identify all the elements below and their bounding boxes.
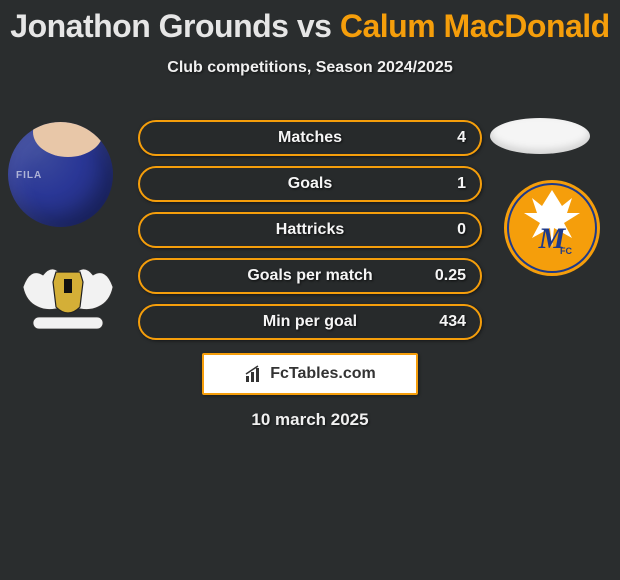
stat-label: Min per goal: [263, 313, 357, 331]
player2-name: Calum MacDonald: [340, 8, 610, 44]
player2-club-crest: M FC: [502, 178, 602, 278]
player1-name: Jonathon Grounds: [10, 8, 288, 44]
stats-list: Matches 4 Goals 1 Hattricks 0 Goals per …: [138, 120, 482, 350]
vs-text: vs: [297, 8, 332, 44]
badge-text: FcTables.com: [270, 365, 376, 383]
date-text: 10 march 2025: [0, 410, 620, 430]
stat-right-value: 0: [457, 221, 466, 239]
stat-right-value: 1: [457, 175, 466, 193]
stat-row-goals-per-match: Goals per match 0.25: [138, 258, 482, 294]
stat-label: Goals per match: [247, 267, 372, 285]
stat-label: Hattricks: [276, 221, 344, 239]
stat-label: Matches: [278, 129, 342, 147]
comparison-title: Jonathon Grounds vs Calum MacDonald: [0, 0, 620, 45]
stat-row-min-per-goal: Min per goal 434: [138, 304, 482, 340]
player2-avatar: [490, 118, 590, 154]
stat-right-value: 0.25: [435, 267, 466, 285]
stat-right-value: 434: [439, 313, 466, 331]
stat-right-value: 4: [457, 129, 466, 147]
stat-row-hattricks: Hattricks 0: [138, 212, 482, 248]
fctables-badge[interactable]: FcTables.com: [202, 353, 418, 395]
subtitle: Club competitions, Season 2024/2025: [0, 59, 620, 77]
bars-icon: [244, 364, 264, 384]
player1-avatar: [8, 122, 113, 227]
stat-row-matches: Matches 4: [138, 120, 482, 156]
stat-label: Goals: [288, 175, 332, 193]
svg-text:FC: FC: [560, 246, 572, 256]
player1-club-crest: [18, 257, 118, 337]
stat-row-goals: Goals 1: [138, 166, 482, 202]
